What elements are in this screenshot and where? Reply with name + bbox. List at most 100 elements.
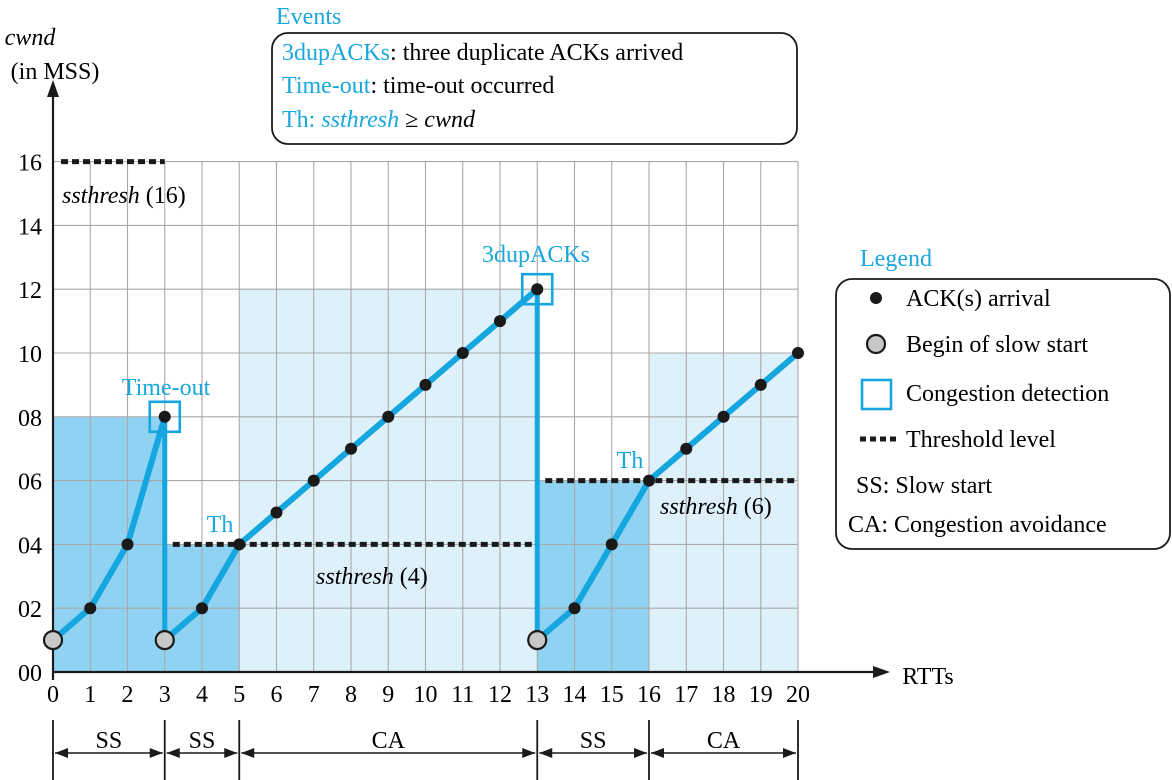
- phase-arrowhead-right: [522, 748, 536, 758]
- x-tick-label: 7: [308, 682, 320, 708]
- x-tick-label: 0: [47, 682, 59, 708]
- phase-arrowhead-left: [166, 748, 180, 758]
- x-tick-label: 18: [712, 682, 736, 708]
- ack-arrival-point: [196, 602, 208, 615]
- x-tick-labels: 0 1 2 3 4 5 6 7 8 9 10 11 12 13 14 15 16 17 18 19 20: [47, 682, 810, 708]
- phase-arrowhead-right: [224, 748, 238, 758]
- legend-frame: [835, 278, 1171, 550]
- ack-arrival-point: [717, 410, 730, 423]
- legend-slowstart-label: Begin of slow start: [906, 332, 1088, 358]
- ssthresh16-label: ssthresh (16): [62, 183, 186, 209]
- legend: Legend ACK(s) arrival Begin of slow star…: [835, 246, 1171, 550]
- legend-threshold-label: Threshold level: [906, 427, 1056, 453]
- events-frame: [271, 32, 798, 145]
- dupacks-label: 3dupACKs: [482, 242, 590, 268]
- y-tick-label: 12: [18, 278, 42, 304]
- x-tick-label: 20: [786, 682, 810, 708]
- phase-label-bg: [183, 728, 221, 750]
- x-axis-arrow: [873, 666, 890, 678]
- phase-label-bg: [574, 728, 613, 750]
- th-label-2: Th: [617, 448, 644, 474]
- ack-arrival-point: [270, 506, 283, 519]
- congestion-markers: [148, 272, 554, 434]
- ack-arrival-point: [307, 474, 320, 487]
- y-tick-label: 00: [18, 661, 42, 687]
- x-tick-label: 17: [674, 682, 698, 708]
- y-axis-arrow: [47, 80, 59, 97]
- timeout-label: Time-out: [122, 375, 211, 401]
- legend-square-icon: [860, 378, 893, 411]
- ack-arrival-point: [754, 378, 767, 391]
- x-tick-label: 5: [233, 682, 245, 708]
- x-tick-label: 12: [488, 682, 512, 708]
- phase-arrowhead-left: [539, 748, 553, 758]
- legend-ca-abbrev: CA: Congestion avoidance: [848, 512, 1107, 538]
- x-tick-label: 4: [196, 682, 208, 708]
- slow-start-begin-point: [527, 629, 548, 651]
- x-tick-label: 15: [600, 682, 624, 708]
- y-tick-label: 06: [18, 470, 42, 496]
- phase-bar: SS SS CA SS CA: [52, 720, 799, 780]
- x-tick-label: 9: [382, 682, 394, 708]
- events-box: Events 3dupACKs: three duplicate ACKs ar…: [271, 4, 798, 145]
- x-tick-label: 3: [159, 682, 171, 708]
- legend-ack-label: ACK(s) arrival: [906, 286, 1051, 312]
- ack-arrival-point: [121, 538, 134, 551]
- events-title: Events: [276, 4, 341, 30]
- x-tick-label: 13: [525, 682, 549, 708]
- x-tick-label: 16: [637, 682, 661, 708]
- ack-arrival-point: [680, 442, 693, 455]
- y-tick-label: 04: [18, 533, 42, 559]
- phase-label: SS: [189, 728, 216, 754]
- cwnd-series-line: [534, 350, 801, 644]
- y-axis-label: cwnd: [5, 25, 57, 51]
- ack-arrival-point: [84, 602, 97, 615]
- cwnd-series-line: [50, 413, 168, 644]
- legend-ss-abbrev: SS: Slow start: [856, 473, 992, 499]
- event-threshold: Th: ssthresh ≥ cwnd: [282, 107, 476, 133]
- phase-label: CA: [372, 728, 406, 754]
- y-tick-labels: 00 02 04 06 08 10 12 14 16: [18, 151, 42, 687]
- phase-arrowhead-left: [241, 748, 255, 758]
- x-axis-label: RTTs: [902, 664, 954, 690]
- ack-arrival-point: [568, 602, 581, 615]
- ack-points: [42, 283, 804, 651]
- x-tick-label: 8: [345, 682, 357, 708]
- ack-arrival-point: [456, 347, 469, 359]
- phase-label: CA: [707, 728, 741, 754]
- y-tick-label: 14: [18, 214, 42, 240]
- ack-arrival-point: [419, 378, 432, 391]
- congestion-detection-square: [148, 400, 182, 434]
- phase-arrowhead-left: [55, 748, 68, 758]
- x-tick-label: 19: [749, 682, 773, 708]
- ack-arrival-point: [158, 410, 171, 423]
- slow-start-begin-point: [154, 629, 175, 651]
- ack-arrival-point: [345, 442, 357, 455]
- phase-label: SS: [580, 728, 607, 754]
- x-tick-label: 14: [563, 682, 587, 708]
- event-timeout: Time-out: time-out occurred: [282, 73, 554, 99]
- x-tick-label: 6: [271, 682, 283, 708]
- phase-arrowhead-right: [783, 748, 796, 758]
- x-tick-label: 11: [451, 682, 474, 708]
- legend-dot-icon: [870, 292, 882, 304]
- axes: [47, 80, 890, 680]
- ack-arrival-point: [494, 315, 506, 328]
- ssthresh6-label: ssthresh (6): [660, 494, 772, 520]
- congestion-detection-square: [520, 272, 554, 306]
- th-label-1: Th: [207, 512, 234, 538]
- legend-congestion-label: Congestion detection: [906, 381, 1109, 407]
- phase-arrowhead-left: [651, 748, 664, 758]
- ack-arrival-point: [643, 474, 655, 487]
- phase-label-bg: [369, 728, 408, 750]
- y-tick-label: 02: [18, 597, 42, 623]
- slow-start-begin-point: [42, 629, 64, 651]
- y-tick-label: 10: [18, 342, 42, 368]
- phase-label-bg: [89, 728, 128, 750]
- x-tick-label: 2: [122, 682, 134, 708]
- y-axis-unit: (in MSS): [11, 59, 100, 85]
- ack-arrival-point: [531, 283, 544, 296]
- x-tick-label: 10: [414, 682, 438, 708]
- ack-arrival-point: [382, 410, 395, 423]
